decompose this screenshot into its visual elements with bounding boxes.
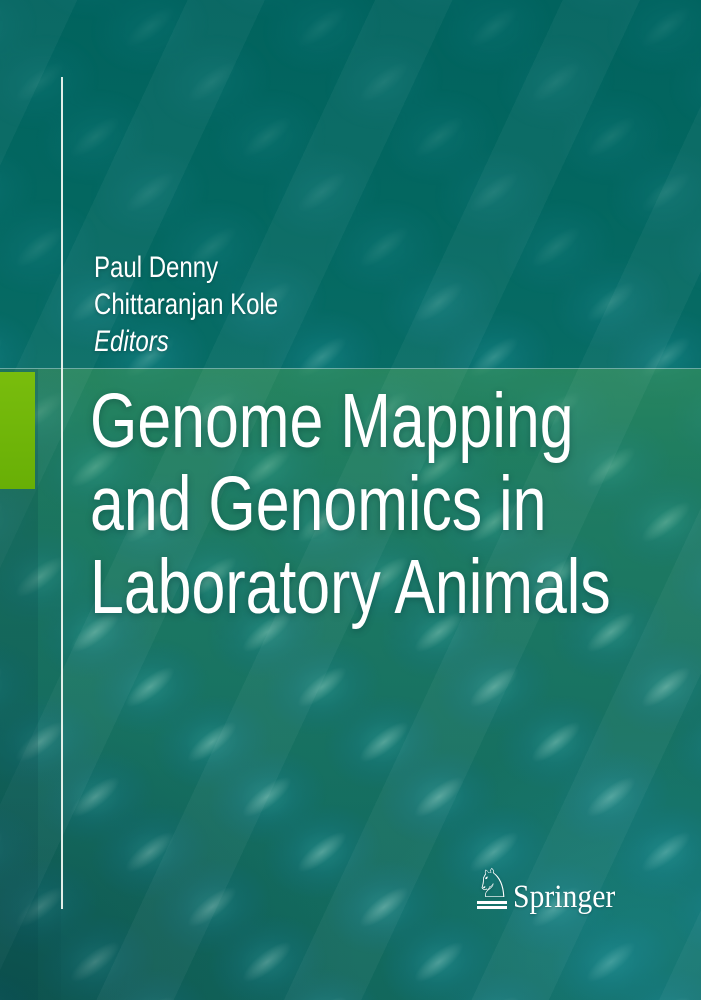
publisher-name: Springer <box>513 879 616 915</box>
editor-name: Paul Denny <box>94 251 219 284</box>
book-title-line: Laboratory Animals <box>90 544 611 630</box>
springer-horse-icon: ♘ <box>475 861 511 907</box>
band-edge-line <box>0 368 701 369</box>
editors-label: Editors <box>94 325 169 358</box>
book-title: Genome Mapping and Genomics in Laborator… <box>90 380 611 629</box>
springer-logo-rules <box>477 901 507 911</box>
editors-block: Paul Denny Chittaranjan Kole Editors <box>94 249 278 360</box>
title-band-overlay <box>0 369 701 1000</box>
vertical-rule <box>61 77 63 909</box>
book-title-line: and Genomics in <box>90 461 547 547</box>
logo-rule-bottom <box>477 906 507 909</box>
logo-rule-top <box>477 901 507 904</box>
accent-square <box>0 372 35 489</box>
book-title-line: Genome Mapping <box>90 378 574 464</box>
editor-name: Chittaranjan Kole <box>94 288 279 321</box>
